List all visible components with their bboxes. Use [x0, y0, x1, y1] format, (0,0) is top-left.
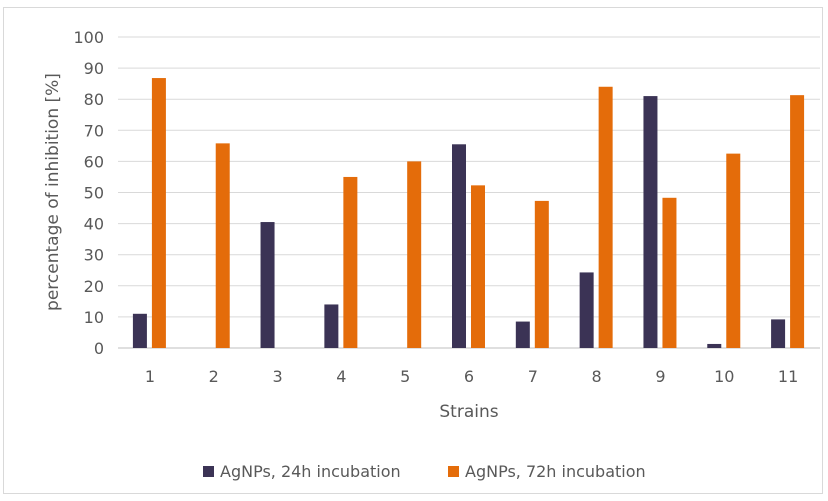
y-tick-label: 90: [84, 59, 104, 78]
bar-24h-strain-8: [579, 272, 594, 348]
bars: [132, 78, 805, 348]
y-axis-title: percentage of inhibition [%]: [43, 73, 63, 311]
bar-24h-strain-6: [452, 144, 466, 348]
x-axis-ticks: 1 2 3 4 5 6 7 8 9 10 11: [145, 367, 798, 386]
x-tick-label: 10: [714, 367, 734, 386]
x-tick-label: 1: [145, 367, 155, 386]
x-tick-label: 3: [272, 367, 282, 386]
bar-72h-strain-8: [598, 86, 613, 348]
y-tick-label: 100: [73, 28, 104, 47]
bar-24h-strain-10: [707, 343, 722, 348]
bar-72h-strain-7: [534, 200, 549, 348]
x-tick-label: 7: [528, 367, 538, 386]
legend-swatch-72h: [448, 466, 459, 477]
y-tick-label: 30: [84, 246, 104, 265]
legend-label-24h: AgNPs, 24h incubation: [220, 462, 401, 481]
y-tick-label: 70: [84, 121, 104, 140]
bar-24h-strain-11: [771, 319, 786, 348]
bar-72h-strain-2: [215, 143, 230, 348]
bar-72h-strain-4: [343, 176, 358, 348]
gridlines: [118, 36, 820, 349]
bar-72h-strain-6: [471, 185, 485, 348]
y-tick-label: 10: [84, 308, 104, 327]
y-tick-label: 50: [84, 184, 104, 203]
bar-24h-strain-9: [643, 96, 658, 348]
x-tick-label: 5: [400, 367, 410, 386]
y-tick-label: 40: [84, 215, 104, 234]
legend: AgNPs, 24h incubation AgNPs, 72h incubati…: [203, 462, 646, 481]
x-tick-label: 6: [464, 367, 474, 386]
x-tick-label: 11: [778, 367, 798, 386]
x-axis-title: Strains: [439, 402, 498, 422]
legend-label-72h: AgNPs, 72h incubation: [465, 462, 646, 481]
bar-72h-strain-9: [662, 197, 677, 348]
bar-24h-strain-1: [132, 313, 147, 348]
bar-24h-strain-3: [260, 222, 275, 348]
y-tick-label: 0: [94, 339, 104, 358]
bar-72h-strain-11: [790, 95, 805, 348]
bar-72h-strain-10: [726, 153, 741, 348]
x-tick-label: 8: [592, 367, 602, 386]
bar-24h-strain-7: [515, 321, 530, 348]
bar-24h-strain-4: [324, 304, 339, 348]
bar-72h-strain-5: [407, 161, 422, 348]
y-tick-label: 60: [84, 152, 104, 171]
x-tick-label: 9: [655, 367, 665, 386]
legend-swatch-24h: [203, 466, 214, 477]
y-tick-label: 80: [84, 90, 104, 109]
x-tick-label: 2: [209, 367, 219, 386]
bar-72h-strain-1: [151, 78, 166, 348]
y-tick-label: 20: [84, 277, 104, 296]
x-tick-label: 4: [336, 367, 346, 386]
y-axis-ticks: 0 10 20 30 40 50 60 70 80 90 100: [73, 28, 104, 358]
